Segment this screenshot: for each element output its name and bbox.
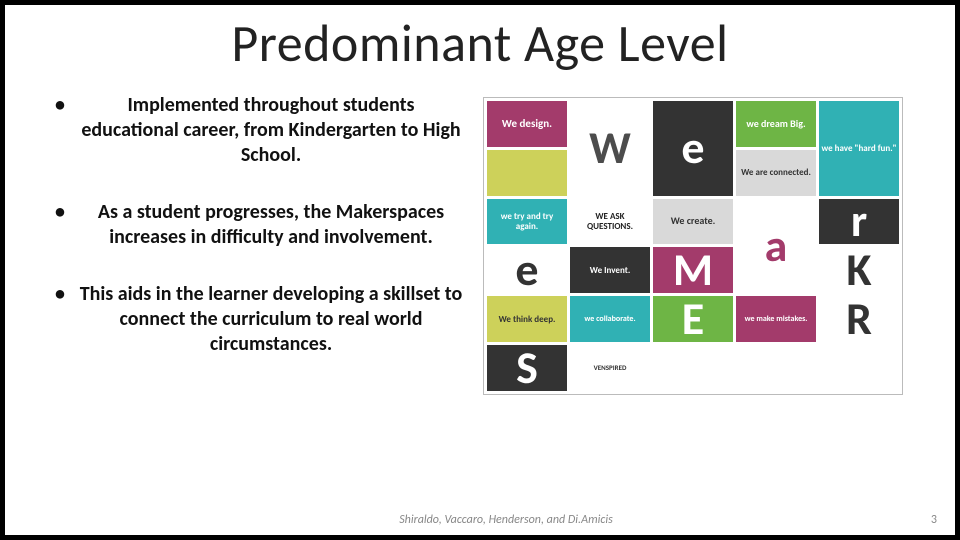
bullet-item: Implemented throughout students educatio… bbox=[61, 93, 465, 168]
page-number: 3 bbox=[897, 513, 937, 527]
infographic-letter-tile: M bbox=[653, 247, 733, 293]
infographic-letter-tile: S bbox=[487, 345, 567, 391]
bullet-item: As a student progresses, the Makerspaces… bbox=[61, 200, 465, 250]
infographic-text-tile: we make mistakes. bbox=[736, 296, 816, 342]
content-row: Implemented throughout students educatio… bbox=[5, 75, 955, 395]
infographic-letter-tile: W bbox=[570, 101, 650, 196]
infographic-text-tile: we try and try again. bbox=[487, 199, 567, 245]
infographic-letter-tile: r bbox=[819, 199, 899, 245]
infographic-letter-tile: R bbox=[819, 296, 899, 342]
infographic-letter-tile: a bbox=[736, 199, 816, 294]
infographic-letter-tile: e bbox=[653, 101, 733, 196]
infographic-text-tile: we dream Big. bbox=[736, 101, 816, 147]
infographic-text-tile: we have "hard fun." bbox=[819, 101, 899, 196]
infographic-text-tile: WE ASK QUESTIONS. bbox=[570, 199, 650, 245]
slide: Predominant Age Level Implemented throug… bbox=[0, 0, 960, 540]
bullet-item: This aids in the learner developing a sk… bbox=[61, 282, 465, 357]
infographic-letter-tile: e bbox=[487, 247, 567, 293]
infographic-text-tile: We design. bbox=[487, 101, 567, 147]
infographic-letter-tile: E bbox=[653, 296, 733, 342]
infographic-text-tile: We create. bbox=[653, 199, 733, 245]
makers-infographic: We design.Wewe dream Big.we have "hard f… bbox=[483, 97, 903, 395]
bullet-list: Implemented throughout students educatio… bbox=[13, 93, 483, 395]
infographic-text-tile: We think deep. bbox=[487, 296, 567, 342]
infographic-text-tile: We Invent. bbox=[570, 247, 650, 293]
slide-footer: Shiraldo, Vaccaro, Henderson, and Di.Ami… bbox=[5, 513, 955, 527]
infographic-text-tile: We are connected. bbox=[736, 150, 816, 196]
infographic-wrap: We design.Wewe dream Big.we have "hard f… bbox=[483, 93, 947, 395]
footer-credits: Shiraldo, Vaccaro, Henderson, and Di.Ami… bbox=[5, 513, 897, 527]
infographic-text-tile bbox=[487, 150, 567, 196]
infographic-text-tile: we collaborate. bbox=[570, 296, 650, 342]
slide-title: Predominant Age Level bbox=[5, 5, 955, 75]
infographic-letter-tile: K bbox=[819, 247, 899, 293]
infographic-text-tile: VENSPIRED bbox=[570, 345, 650, 391]
